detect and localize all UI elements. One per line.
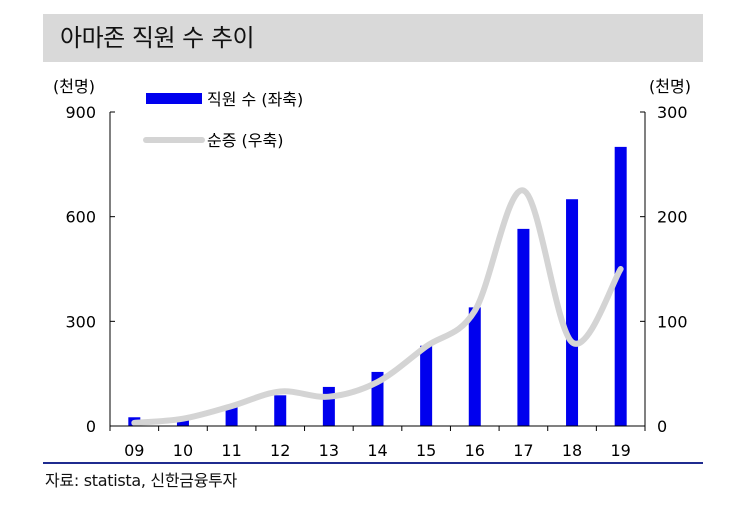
x-tick-label: 16 [465, 441, 485, 460]
source-divider [43, 462, 703, 464]
y-left-tick-label: 600 [65, 208, 96, 227]
y-left-unit: (천명) [53, 77, 95, 96]
legend-bar-label: 직원 수 (좌축) [207, 90, 303, 109]
x-tick-label: 09 [124, 441, 144, 460]
y-right-tick-label: 100 [657, 312, 688, 331]
x-tick-label: 19 [611, 441, 631, 460]
y-left-tick-label: 0 [86, 417, 96, 436]
bar-19 [615, 147, 627, 426]
x-tick-label: 11 [221, 441, 241, 460]
x-tick-label: 18 [562, 441, 582, 460]
y-left-tick-label: 900 [65, 103, 96, 122]
bar-17 [517, 229, 529, 426]
bar-12 [274, 395, 286, 426]
legend-bar-swatch [146, 93, 202, 104]
bar-15 [420, 346, 432, 426]
bar-13 [323, 387, 335, 426]
bar-16 [469, 307, 481, 426]
y-left-tick-label: 300 [65, 312, 96, 331]
y-right-unit: (천명) [649, 77, 691, 96]
x-tick-label: 12 [270, 441, 290, 460]
x-tick-label: 15 [416, 441, 436, 460]
y-right-tick-label: 200 [657, 208, 688, 227]
x-tick-label: 13 [319, 441, 339, 460]
source-note: 자료: statista, 신한금융투자 [45, 471, 237, 491]
x-tick-label: 17 [513, 441, 533, 460]
x-tick-label: 14 [367, 441, 387, 460]
legend-line-label: 순증 (우축) [207, 131, 283, 150]
y-right-tick-label: 300 [657, 103, 688, 122]
y-right-tick-label: 0 [657, 417, 667, 436]
bar-18 [566, 199, 578, 426]
x-tick-label: 10 [173, 441, 193, 460]
